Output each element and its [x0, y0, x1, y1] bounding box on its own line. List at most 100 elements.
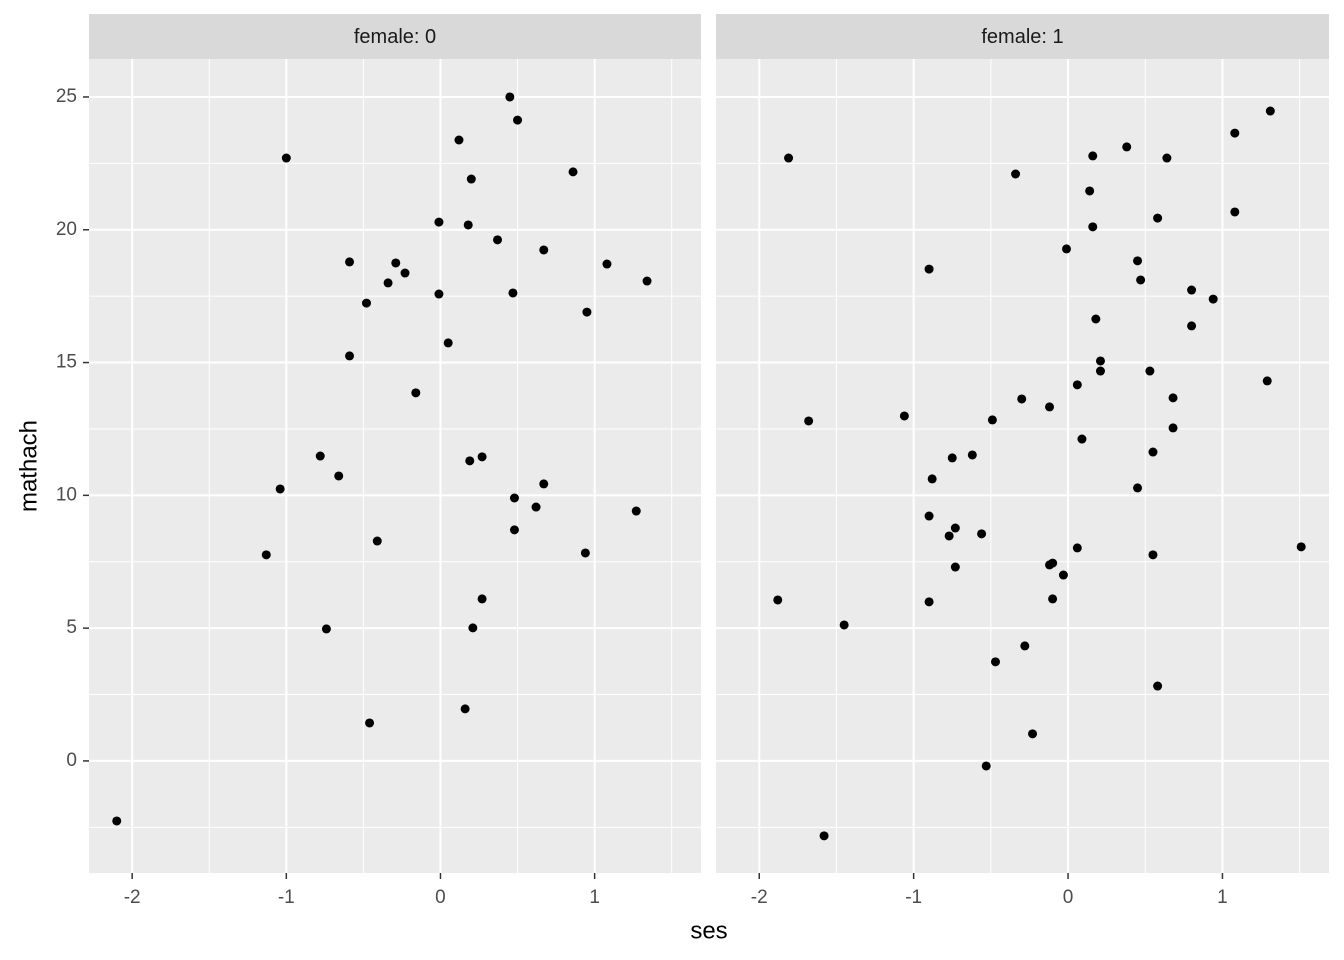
point	[1153, 213, 1163, 223]
point	[1058, 570, 1068, 580]
point	[509, 525, 519, 535]
point	[434, 217, 444, 227]
x-axis-title: ses	[690, 917, 727, 944]
point	[460, 704, 470, 714]
y-tick-label: 25	[56, 86, 77, 107]
point	[642, 276, 652, 286]
point	[508, 288, 518, 298]
point	[434, 289, 444, 299]
point	[1168, 423, 1178, 433]
strip-label: female: 0	[354, 26, 436, 48]
strip-label: female: 1	[981, 26, 1063, 48]
point	[465, 456, 475, 466]
point	[1265, 106, 1275, 116]
y-tick-label: 10	[56, 484, 77, 505]
point	[602, 259, 612, 269]
point	[568, 167, 578, 177]
point	[944, 531, 954, 541]
point	[509, 493, 519, 503]
y-tick-label: 5	[66, 617, 77, 638]
point	[539, 245, 549, 255]
point	[987, 415, 997, 425]
y-tick-label: 0	[66, 750, 77, 771]
point	[391, 258, 401, 268]
point	[477, 452, 487, 462]
point	[773, 595, 783, 605]
panel-background	[89, 59, 701, 873]
point	[505, 92, 515, 102]
point	[531, 502, 541, 512]
point	[1088, 151, 1098, 161]
point	[950, 523, 960, 533]
point	[1062, 244, 1072, 254]
point	[1148, 550, 1158, 560]
point	[1162, 153, 1172, 163]
point	[1017, 394, 1027, 404]
point	[1230, 128, 1240, 138]
point	[1153, 681, 1163, 691]
x-tick-label: -2	[751, 887, 768, 908]
point	[477, 594, 487, 604]
point	[1045, 402, 1055, 412]
point	[924, 264, 934, 274]
point	[443, 338, 453, 348]
point	[493, 235, 503, 245]
point	[1048, 594, 1058, 604]
point	[513, 115, 523, 125]
point	[1262, 376, 1272, 386]
point	[950, 562, 960, 572]
point	[1072, 380, 1082, 390]
point	[784, 153, 794, 163]
point	[1091, 314, 1101, 324]
x-tick-label: 1	[1217, 887, 1228, 908]
panel-background	[716, 59, 1329, 873]
point	[383, 278, 393, 288]
x-tick-label: 0	[1063, 887, 1074, 908]
point	[1020, 641, 1030, 651]
y-axis-title: mathach	[15, 420, 42, 512]
point	[1072, 543, 1082, 553]
point	[899, 411, 909, 421]
point	[1011, 169, 1021, 179]
point	[539, 479, 549, 489]
point	[839, 620, 849, 630]
point	[580, 548, 590, 558]
point	[315, 451, 325, 461]
point	[1095, 366, 1105, 376]
point	[1085, 186, 1095, 196]
point	[1187, 321, 1197, 331]
point	[924, 511, 934, 521]
point	[463, 220, 473, 230]
point	[981, 761, 991, 771]
point	[1133, 483, 1143, 493]
point	[1095, 356, 1105, 366]
point	[967, 450, 977, 460]
point	[345, 351, 355, 361]
x-tick-label: 1	[589, 887, 600, 908]
point	[1187, 285, 1197, 295]
point	[977, 529, 987, 539]
point	[1136, 275, 1146, 285]
point	[321, 624, 331, 634]
strip	[716, 14, 1329, 59]
point	[1088, 222, 1098, 232]
y-tick-label: 20	[56, 219, 77, 240]
point	[411, 388, 421, 398]
point	[466, 174, 476, 184]
point	[582, 307, 592, 317]
point	[400, 268, 410, 278]
point	[1077, 434, 1087, 444]
point	[927, 474, 937, 484]
point	[1028, 729, 1038, 739]
x-tick-label: -1	[278, 887, 295, 908]
point	[261, 550, 271, 560]
point	[804, 416, 814, 426]
point	[924, 597, 934, 607]
point	[990, 657, 1000, 667]
point	[365, 718, 375, 728]
point	[1208, 294, 1218, 304]
point	[281, 153, 291, 163]
point	[1145, 366, 1155, 376]
